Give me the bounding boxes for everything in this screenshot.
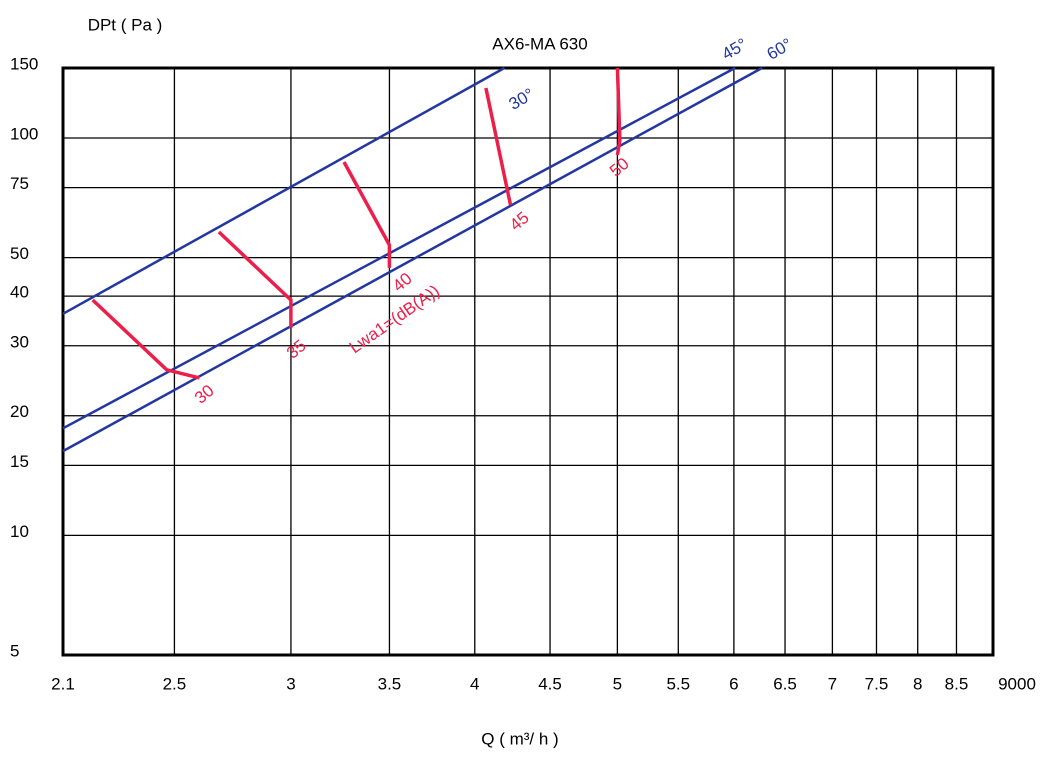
series-line — [62, 66, 736, 430]
x-tick-label: 9000 — [998, 674, 1036, 693]
y-tick-label: 30 — [10, 332, 29, 351]
y-tick-label: 100 — [10, 124, 38, 143]
series-label: 45° — [719, 34, 751, 63]
x-tick-label: 5 — [613, 674, 622, 693]
x-tick-label: 8.5 — [945, 674, 969, 693]
series-label: 35 — [283, 336, 310, 363]
x-tick-label: 3.5 — [378, 674, 402, 693]
series-label: 30 — [191, 381, 218, 408]
series-line — [62, 66, 763, 453]
x-tick-label: 7 — [828, 674, 837, 693]
x-tick-label: 4 — [470, 674, 479, 693]
x-axis-label: Q ( m³/ h ) — [481, 729, 558, 748]
series-line — [91, 298, 200, 380]
y-axis-label: DPt ( Pa ) — [88, 15, 163, 34]
y-tick-label: 50 — [10, 244, 29, 263]
series-line — [217, 230, 293, 328]
series-label: 60° — [764, 34, 796, 63]
x-tick-label: 3 — [286, 674, 295, 693]
y-tick-label: 15 — [10, 452, 29, 471]
x-tick-label: 4.5 — [538, 674, 562, 693]
series-label: 50 — [606, 154, 633, 181]
y-tick-label: 20 — [10, 402, 29, 421]
x-tick-label: 2.1 — [51, 674, 75, 693]
x-tick-label: 6.5 — [773, 674, 797, 693]
series-label: 45 — [506, 208, 533, 235]
series-line — [62, 66, 506, 315]
x-tick-label: 5.5 — [666, 674, 690, 693]
y-tick-label: 150 — [10, 54, 38, 73]
series-line — [615, 67, 622, 156]
x-tick-label: 7.5 — [865, 674, 889, 693]
plot-frame — [61, 66, 995, 657]
chart-title: AX6-MA 630 — [492, 34, 587, 53]
series-line — [484, 87, 513, 206]
series-line — [342, 161, 392, 268]
x-tick-label: 2.5 — [163, 674, 187, 693]
y-tick-label: 5 — [10, 641, 19, 660]
y-tick-label: 75 — [10, 174, 29, 193]
series-label: 30° — [506, 84, 538, 113]
x-tick-label: 8 — [913, 674, 922, 693]
y-tick-label: 40 — [10, 283, 29, 302]
series-label: 40 — [389, 269, 416, 296]
y-tick-label: 10 — [10, 522, 29, 541]
x-tick-label: 6 — [729, 674, 738, 693]
